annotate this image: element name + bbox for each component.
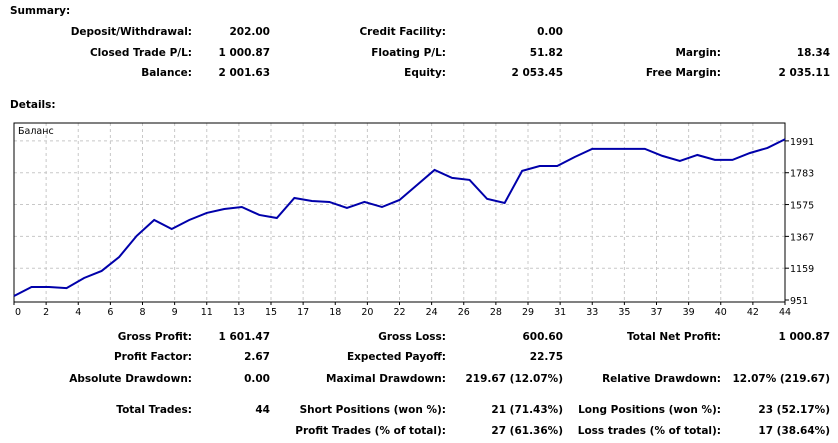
x-tick-label: 33 [586,307,598,318]
x-tick-label: 15 [265,307,277,318]
x-tick-label: 29 [522,307,534,318]
stat-value: 12.07% (219.67) [732,373,830,385]
x-tick-label: 26 [458,307,470,318]
stat-label: Deposit/Withdrawal: [70,26,192,38]
x-tick-label: 37 [650,307,662,318]
y-tick-label: 1991 [790,137,814,148]
plot-frame [13,122,786,303]
stat-value: 219.67 (12.07%) [465,373,563,385]
stat-value: 44 [255,404,270,416]
stat-label: Floating P/L: [371,47,446,59]
balance-line [13,138,786,297]
stat-label: Relative Drawdown: [602,373,721,385]
stat-value: 202.00 [229,26,270,38]
details-title: Details: [10,99,56,111]
x-tick-label: 11 [201,307,213,318]
y-tick-label: 1159 [790,264,814,275]
stat-value: 2.67 [244,351,270,363]
y-tick-label: 1575 [790,201,814,212]
stat-label: Credit Facility: [359,26,446,38]
stat-label: Profit Trades (% of total): [295,425,446,437]
x-tick-label: 20 [361,307,373,318]
x-tick-label: 0 [15,307,21,318]
stat-value: 21 (71.43%) [491,404,563,416]
x-tick-label: 6 [107,307,113,318]
x-tick-label: 4 [75,307,81,318]
stat-value: 2 035.11 [778,67,830,79]
stat-label: Absolute Drawdown: [69,373,192,385]
stat-value: 1 000.87 [218,47,270,59]
stat-label: Free Margin: [645,67,721,79]
chart-title: Баланс [18,126,54,137]
x-tick-label: 42 [747,307,759,318]
stat-label: Equity: [404,67,446,79]
x-tick-label: 35 [618,307,630,318]
x-tick-label: 31 [554,307,566,318]
stat-label: Closed Trade P/L: [89,47,192,59]
stat-value: 0.00 [244,373,270,385]
stat-value: 1 601.47 [218,331,270,343]
x-tick-label: 22 [393,307,405,318]
stat-label: Total Trades: [116,404,192,416]
x-tick-label: 17 [297,307,309,318]
stat-value: 600.60 [522,331,563,343]
stat-label: Total Net Profit: [626,331,721,343]
x-tick-label: 2 [43,307,49,318]
x-tick-label: 18 [329,307,341,318]
stat-value: 2 053.45 [511,67,563,79]
stat-label: Expected Payoff: [346,351,446,363]
y-tick-label: 1367 [790,232,814,243]
stat-value: 22.75 [529,351,563,363]
x-tick-label: 8 [139,307,145,318]
x-tick-label: 44 [779,307,791,318]
stat-label: Loss trades (% of total): [577,425,721,437]
stat-value: 27 (61.36%) [491,425,563,437]
stat-label: Gross Profit: [117,331,192,343]
stat-label: Gross Loss: [378,331,446,343]
stat-value: 17 (38.64%) [758,425,830,437]
x-tick-label: 24 [426,307,438,318]
stat-label: Short Positions (won %): [299,404,446,416]
stat-value: 51.82 [529,47,563,59]
stat-value: 2 001.63 [218,67,270,79]
stat-label: Profit Factor: [113,351,192,363]
x-tick-label: 28 [490,307,502,318]
x-tick-label: 9 [172,307,178,318]
stat-value: 18.34 [796,47,830,59]
stat-value: 23 (52.17%) [758,404,830,416]
summary-title: Summary: [10,5,71,17]
stat-label: Margin: [675,47,721,59]
stat-value: 1 000.87 [778,331,830,343]
stat-label: Maximal Drawdown: [326,373,446,385]
x-tick-label: 39 [683,307,695,318]
x-tick-label: 13 [233,307,245,318]
stat-label: Balance: [141,67,192,79]
stat-label: Long Positions (won %): [578,404,721,416]
y-tick-label: 951 [790,296,808,307]
stat-value: 0.00 [537,26,563,38]
y-tick-label: 1783 [790,169,814,180]
x-tick-label: 40 [715,307,727,318]
